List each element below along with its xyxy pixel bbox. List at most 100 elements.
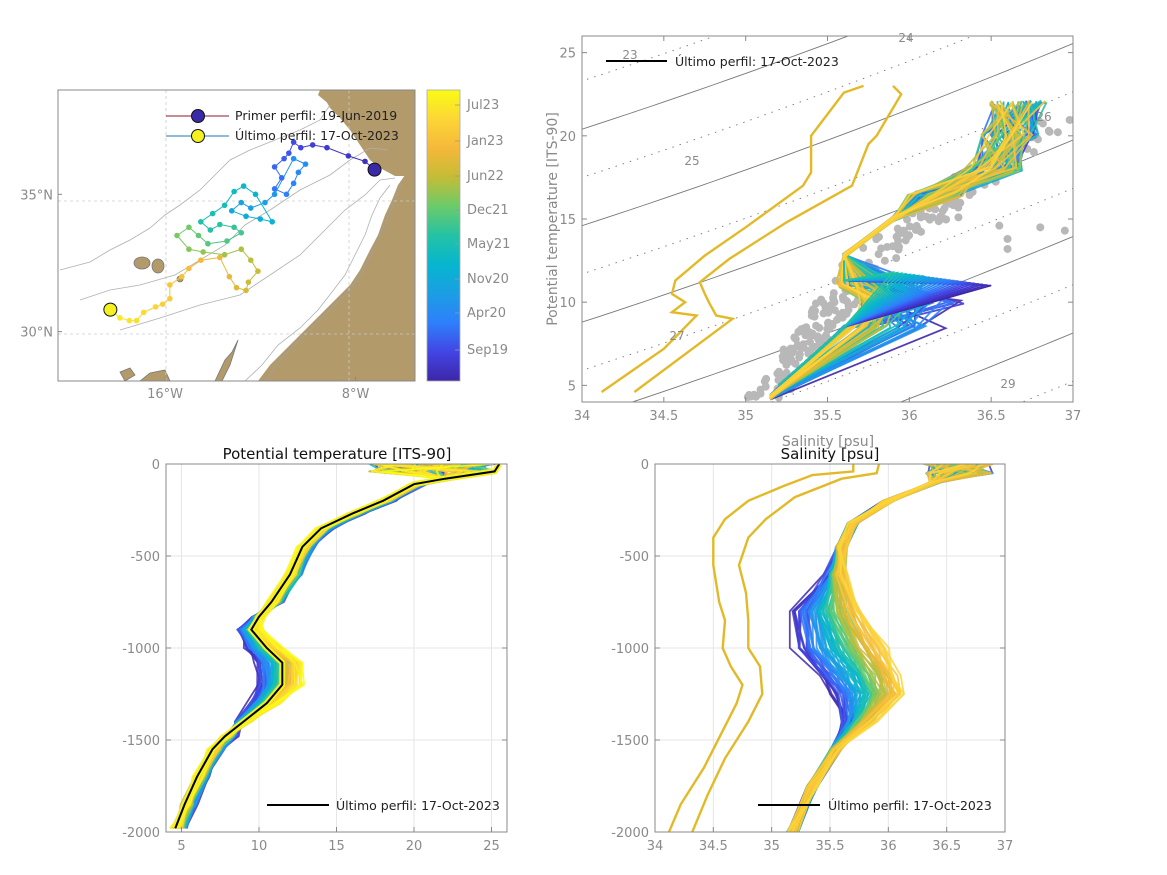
profile-line — [174, 464, 450, 829]
profile-line — [175, 464, 461, 829]
track-point — [205, 240, 211, 247]
bathymetry-contour — [59, 104, 331, 271]
track-point — [252, 191, 259, 198]
reference-point — [905, 222, 914, 231]
profile-line — [181, 464, 486, 829]
ytick-label: -1500 — [611, 734, 649, 749]
land-iberia — [320, 90, 415, 176]
profile-line — [183, 464, 456, 829]
profile-line — [177, 464, 453, 829]
sp-legend-label: Último perfil: 17-Oct-2023 — [828, 798, 992, 813]
profile-line — [174, 464, 450, 829]
ts-diagram-panel: 34 34.5 35 35.5 36 36.5 37 5 10 15 20 25 23 24 25 26 27… — [545, 31, 1081, 450]
profile-line — [177, 464, 481, 829]
reference-point — [953, 200, 962, 209]
profile-line — [179, 464, 451, 829]
reference-point — [934, 217, 943, 226]
ts-xtick-label: 34.5 — [649, 409, 678, 424]
ts-profile-line — [777, 260, 896, 386]
profile-line — [179, 464, 483, 829]
ytick-label: -1500 — [122, 734, 160, 749]
ts-xtick-label: 36 — [901, 409, 918, 424]
isopycnal-solid — [582, 36, 850, 130]
profile-line — [181, 464, 450, 829]
profile-line — [172, 464, 452, 829]
isopycnal-label: 26 — [1036, 110, 1051, 124]
track-point — [290, 155, 297, 162]
xtick-label: 10 — [251, 839, 268, 854]
map-ticks: 16°W 8°W 35°N 30°N — [20, 188, 369, 402]
track-point — [362, 158, 368, 165]
track-point — [152, 304, 159, 310]
colorbar-tick-label: May21 — [467, 237, 510, 252]
track-point — [271, 191, 278, 198]
tp-title: Potential temperature [ITS-90] — [223, 445, 452, 463]
map-content — [58, 90, 415, 381]
colorbar-tick-label: Apr20 — [467, 306, 506, 321]
colorbar-tick-label: Jun22 — [466, 169, 504, 184]
reference-point — [761, 382, 770, 391]
legend-marker-first — [191, 109, 205, 123]
xtick-label: 15 — [328, 839, 345, 854]
reference-point — [1044, 126, 1053, 135]
track-point — [159, 301, 166, 307]
ts-cluster-profiles — [769, 99, 1048, 401]
track-point — [126, 317, 133, 324]
profile-line — [179, 464, 480, 829]
isopycnal-solid — [899, 332, 1073, 402]
reference-point — [822, 331, 831, 340]
track-point — [271, 186, 278, 192]
track-point — [224, 238, 230, 244]
colorbar-ticks: Jul23 Jan23 Jun22 Dec21 May21 Nov20 Apr20 Sep19 — [455, 98, 510, 358]
track-point — [271, 164, 278, 170]
profile-line — [181, 464, 452, 829]
reference-point — [825, 324, 834, 333]
ts-ytick-label: 15 — [559, 213, 576, 228]
track-point — [174, 232, 180, 239]
track-point — [207, 227, 214, 233]
ts-xtick-label: 35 — [737, 409, 754, 424]
last-profile-halo — [172, 464, 502, 830]
reference-point — [811, 299, 820, 308]
profile-line — [169, 464, 464, 829]
reference-point — [806, 338, 815, 347]
profile-line — [178, 464, 446, 829]
isopycnal-dotted — [582, 36, 717, 82]
xtick-label: 34 — [647, 839, 664, 854]
reference-point — [895, 242, 904, 251]
profile-line — [176, 464, 446, 829]
profile-line — [183, 464, 452, 829]
reference-point — [793, 341, 802, 350]
bathymetry-contour — [264, 181, 403, 381]
bathymetry-contour — [119, 177, 396, 331]
reference-point — [872, 235, 881, 244]
ytick-label: -1000 — [122, 642, 160, 657]
profile-line — [182, 464, 455, 829]
colorbar-tick-label: Sep19 — [467, 343, 508, 358]
temperature-profile-panel: 5 10 15 20 25 0 -500 -1000 -1500 -2000 Potential … — [122, 445, 508, 854]
reference-point — [1060, 226, 1069, 235]
track-point — [283, 191, 290, 198]
profile-line — [173, 464, 449, 829]
profile-line — [177, 464, 448, 829]
reference-point — [1003, 244, 1012, 253]
reference-point — [942, 215, 951, 224]
track-segment — [176, 235, 190, 250]
outlier-profile-line — [691, 464, 881, 832]
profile-line — [178, 464, 474, 829]
profile-line — [175, 464, 484, 829]
track-point — [186, 246, 192, 253]
profile-line — [179, 464, 444, 829]
track-point — [290, 139, 297, 145]
reference-point — [1029, 148, 1038, 157]
reference-point — [892, 254, 901, 263]
track-point — [228, 207, 235, 214]
profile-line — [180, 464, 479, 829]
profile-line — [179, 464, 488, 829]
last-profile-line — [174, 464, 501, 829]
ts-outlier-line — [600, 84, 864, 393]
reference-point — [1036, 223, 1045, 232]
isopycnal-labels: 23 24 25 26 27 29 — [622, 31, 1051, 391]
track-point — [243, 287, 249, 294]
bathymetry-contour — [79, 147, 389, 301]
